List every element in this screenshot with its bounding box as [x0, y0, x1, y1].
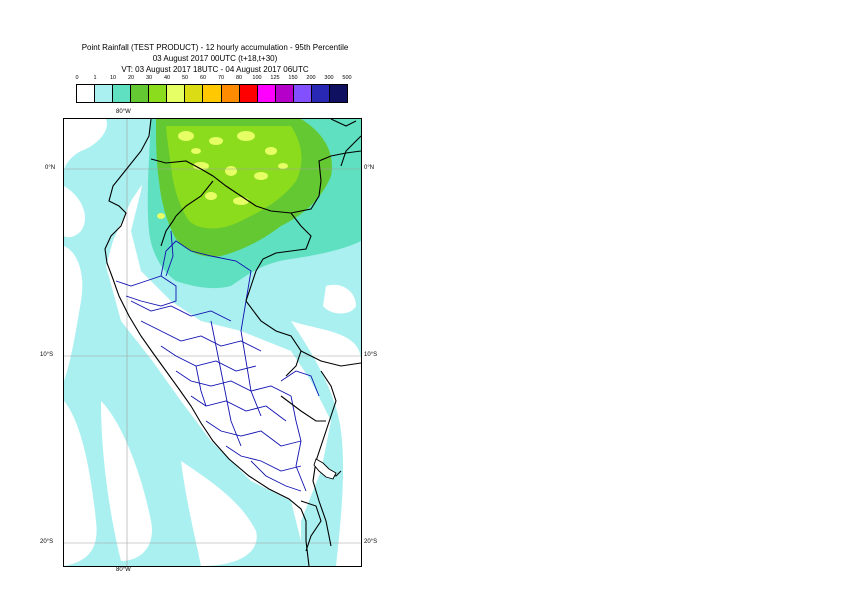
legend-label: 500: [342, 75, 352, 81]
color-legend: 0 1 10 20 30 40 50 60 70 80 100 125 150 200 300 500: [75, 75, 352, 103]
lat-label-20-right: 20°S: [364, 539, 378, 545]
legend-swatch: [203, 85, 222, 102]
title-line-3: VT: 03 August 2017 18UTC - 04 August 201…: [121, 65, 309, 74]
legend-swatch: [185, 85, 204, 102]
lat-label-20-left: 20°S: [40, 539, 54, 545]
title-line-2: 03 August 2017 00UTC (t+18,t+30): [152, 54, 278, 63]
lat-label-10-right: 10°S: [364, 352, 378, 358]
legend-label: 40: [163, 75, 171, 81]
legend-label: 50: [181, 75, 189, 81]
legend-label: 80: [235, 75, 243, 81]
dry-patch-4: [181, 461, 257, 566]
legend-label: 0: [75, 75, 79, 81]
lon-label-bottom: 80°W: [116, 567, 131, 573]
legend-swatch: [311, 85, 330, 102]
legend-swatch: [221, 85, 240, 102]
legend-label: 150: [288, 75, 298, 81]
legend-swatch: [131, 85, 150, 102]
legend-swatch: [329, 85, 347, 102]
legend-swatch: [257, 85, 276, 102]
dry-patch-1: [64, 246, 83, 381]
legend-swatch: [113, 85, 132, 102]
title-line-1: Point Rainfall (TEST PRODUCT) - 12 hourl…: [81, 43, 349, 52]
lon-label-top: 80°W: [116, 109, 131, 115]
legend-label: 20: [127, 75, 135, 81]
legend-label: 30: [145, 75, 153, 81]
dry-patch-6: [64, 186, 85, 238]
legend-label: 125: [270, 75, 280, 81]
country-borders: [104, 119, 361, 566]
dry-patch-land-1: [323, 284, 356, 314]
map-frame[interactable]: [63, 118, 362, 567]
legend-label: 10: [109, 75, 117, 81]
legend-swatches: [76, 84, 348, 103]
dry-patch-5: [64, 119, 107, 171]
legend-swatch: [149, 85, 168, 102]
legend-swatch: [77, 85, 96, 102]
legend-label: 70: [217, 75, 225, 81]
legend-label: 60: [199, 75, 207, 81]
rainfall-map: [64, 119, 361, 566]
dry-patch-3: [101, 401, 152, 561]
title-block: Point Rainfall (TEST PRODUCT) - 12 hourl…: [40, 42, 390, 75]
legend-label: 200: [306, 75, 316, 81]
dry-patch-land-2: [291, 321, 361, 566]
lake-titicaca: [313, 458, 337, 480]
legend-swatch: [275, 85, 294, 102]
legend-label: 1: [93, 75, 97, 81]
legend-label: 100: [252, 75, 262, 81]
regional-boundaries: [115, 230, 320, 492]
legend-swatch: [293, 85, 312, 102]
legend-swatch: [95, 85, 114, 102]
lat-label-10-left: 10°S: [40, 352, 54, 358]
legend-swatch: [167, 85, 186, 102]
lat-label-0-right: 0°N: [364, 165, 375, 171]
legend-labels: 0 1 10 20 30 40 50 60 70 80 100 125 150 200 300 500: [75, 75, 352, 84]
dry-patch-2: [64, 401, 97, 566]
legend-swatch: [239, 85, 258, 102]
legend-label: 300: [324, 75, 334, 81]
lat-label-0-left: 0°N: [45, 165, 56, 171]
